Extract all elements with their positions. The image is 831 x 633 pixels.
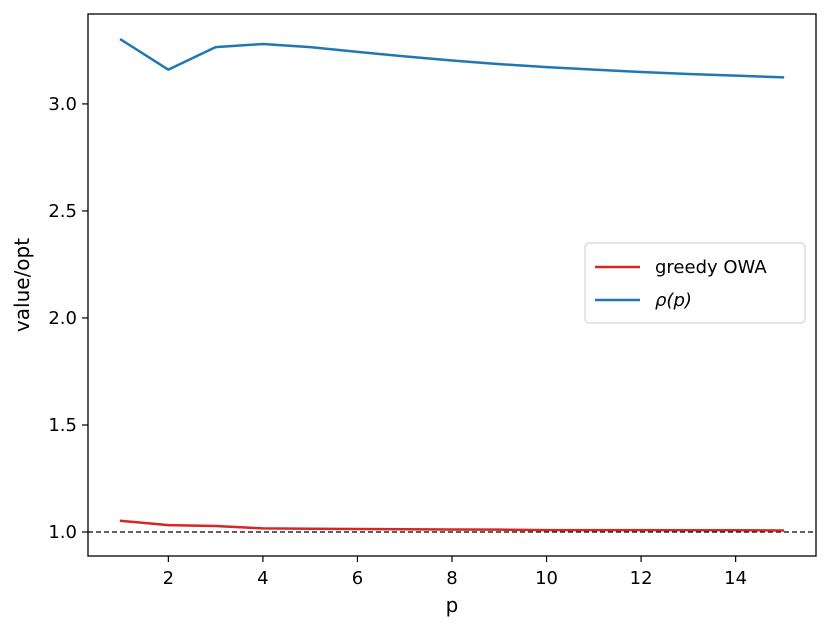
x-tick-label: 4 (257, 568, 268, 589)
x-axis-label: p (446, 593, 459, 617)
legend-label-rho: ρ(p) (655, 290, 692, 311)
y-axis-label: value/opt (10, 238, 34, 332)
legend: greedy OWA ρ(p) (584, 242, 806, 324)
y-tick-label: 1.5 (48, 415, 77, 436)
legend-box (584, 242, 806, 324)
x-tick-label: 2 (163, 568, 174, 589)
x-tick-label: 8 (446, 568, 457, 589)
legend-label-greedy-owa: greedy OWA (655, 257, 767, 278)
series-line-1 (119, 37, 785, 79)
y-tick-label: 2.5 (48, 201, 77, 222)
x-tick-label: 12 (630, 568, 653, 589)
x-tick-label: 6 (352, 568, 363, 589)
x-tick-label: 14 (724, 568, 747, 589)
y-tick-label: 2.0 (48, 308, 77, 329)
x-tick-label: 10 (535, 568, 558, 589)
y-tick-label: 3.0 (48, 94, 77, 115)
plot-content (88, 37, 816, 533)
y-axis-ticks: 1.0 1.5 2.0 2.5 3.0 (48, 94, 88, 543)
y-tick-label: 1.0 (48, 522, 77, 543)
x-axis-ticks: 2 4 6 8 10 12 14 (163, 556, 747, 589)
series-line-0 (119, 519, 785, 532)
